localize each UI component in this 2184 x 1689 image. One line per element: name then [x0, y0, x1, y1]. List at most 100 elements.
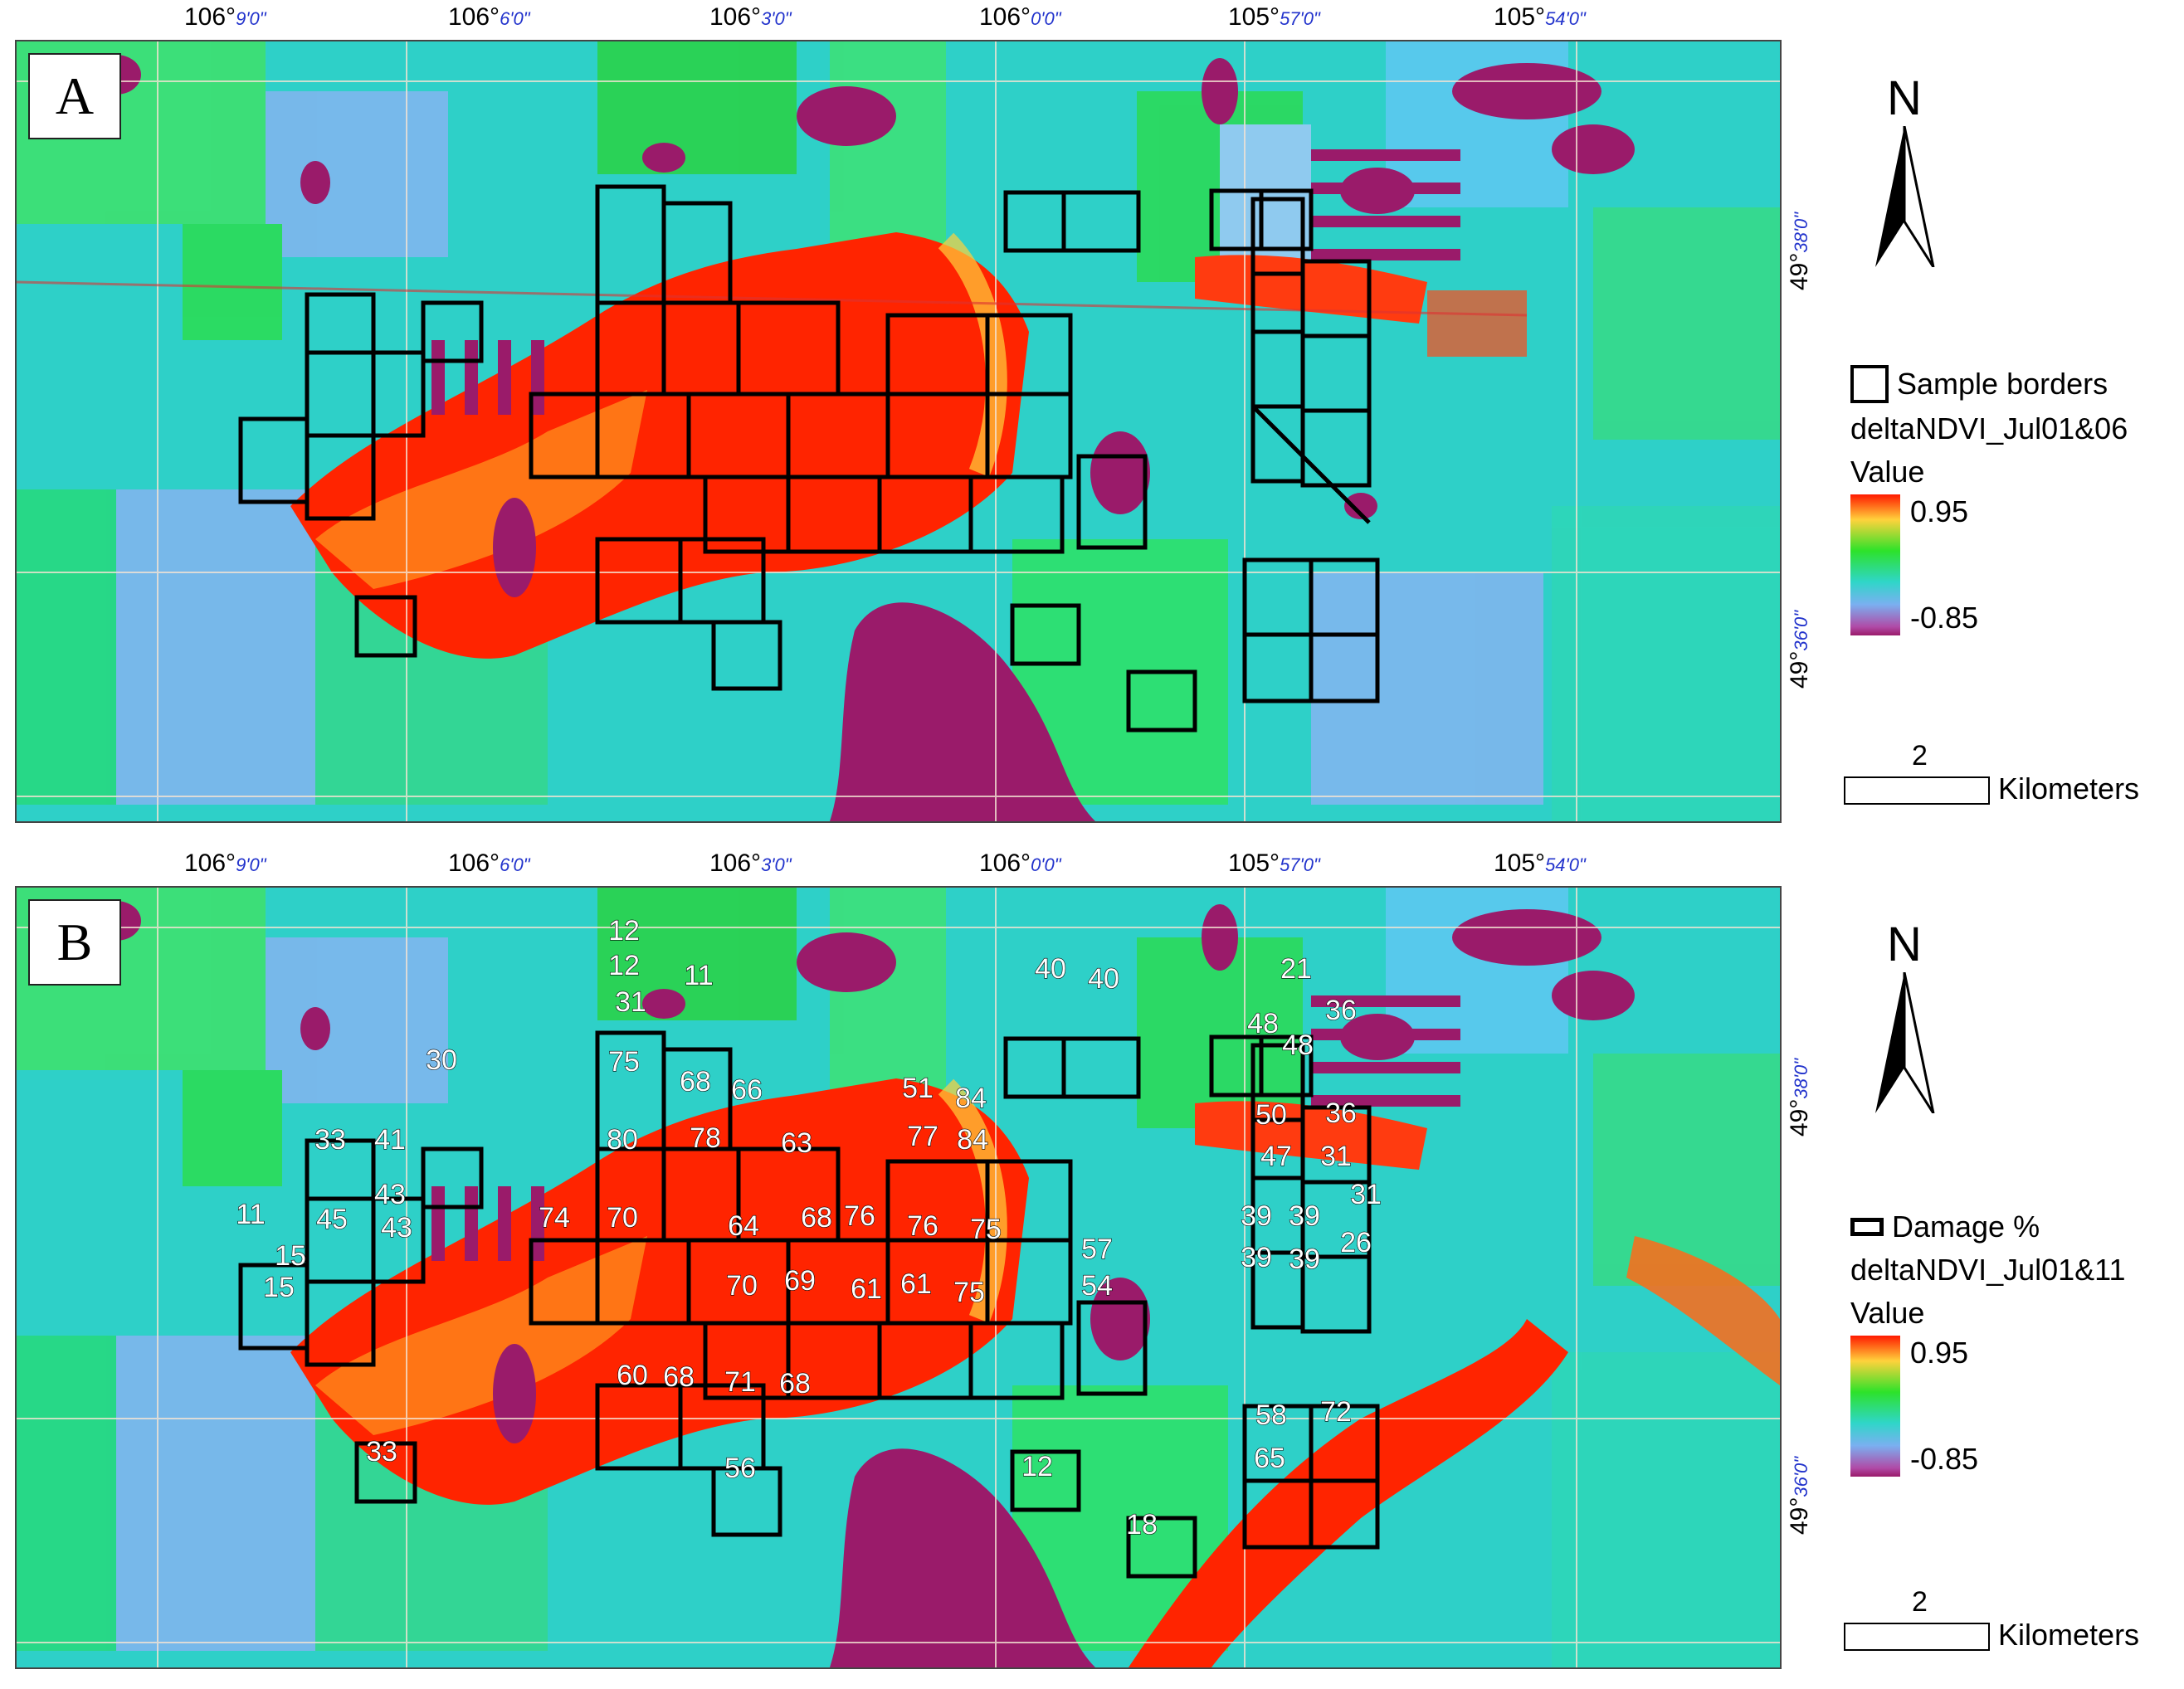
lon-label: 106°6'0"	[448, 3, 530, 31]
damage-percent-label: 54	[1081, 1270, 1113, 1302]
damage-percent-label: 39	[1289, 1200, 1320, 1232]
damage-percent-label: 18	[1126, 1509, 1158, 1541]
damage-percent-label: 74	[539, 1202, 570, 1234]
lat-label: 49°38'0"	[1786, 212, 1813, 290]
damage-percent-label: 31	[615, 986, 646, 1018]
damage-percent-label: 66	[731, 1074, 763, 1106]
lon-label: 106°3'0"	[709, 3, 792, 31]
scale-value: 2	[1912, 740, 1928, 771]
damage-percent-label: 48	[1247, 1008, 1279, 1039]
damage-percent-label: 12	[608, 915, 640, 947]
section-grid	[17, 41, 1780, 821]
north-label: N	[1887, 71, 1922, 125]
panel-letter-a: A	[28, 53, 121, 139]
damage-percent-label: 76	[907, 1210, 938, 1242]
damage-percent-label: 75	[953, 1277, 985, 1308]
lon-label: 106°0'0"	[979, 3, 1061, 31]
damage-percent-label: 43	[374, 1179, 406, 1210]
damage-percent-label: 69	[784, 1265, 816, 1297]
lon-label: 105°54'0"	[1494, 3, 1586, 31]
legend-value-heading: Value	[1850, 1296, 1925, 1330]
damage-percent-label: 11	[684, 960, 713, 991]
scale-unit: Kilometers	[1998, 771, 2140, 806]
scale-bar	[1844, 1623, 1990, 1651]
damage-percent-label: 11	[236, 1199, 265, 1230]
striped-fields	[431, 995, 1460, 1261]
damage-percent-label: 64	[728, 1210, 759, 1242]
damage-percent-label: 33	[314, 1124, 346, 1156]
legend-b: Damage % deltaNDVI_Jul01&11 Value 0.95 -…	[1850, 1210, 2182, 1477]
damage-percent-label: 40	[1035, 953, 1066, 985]
panel-letter-b: B	[28, 899, 121, 986]
damage-percent-label: 39	[1241, 1242, 1272, 1273]
north-arrow-a: N	[1867, 71, 1942, 271]
lon-label: 105°57'0"	[1228, 849, 1320, 877]
damage-percent-label: 12	[608, 950, 640, 981]
lon-label: 105°54'0"	[1494, 849, 1586, 877]
lat-label: 49°36'0"	[1786, 1456, 1813, 1535]
north-arrow-icon	[1875, 125, 1935, 268]
lon-label: 106°6'0"	[448, 849, 530, 877]
map-panel-b[interactable]: 12 12 11 31 40 40 21 48 36 48 75 68 66 51 84 50 36 30 33 41…	[15, 886, 1782, 1669]
damage-percent-label: 61	[851, 1273, 882, 1305]
damage-percent-label: 63	[781, 1127, 812, 1159]
legend-layer-name: deltaNDVI_Jul01&11	[1850, 1253, 2126, 1287]
damage-percent-label: 45	[316, 1204, 348, 1235]
damage-percent-label: 71	[724, 1366, 756, 1398]
north-arrow-icon	[1875, 971, 1935, 1114]
damage-percent-label: 70	[726, 1270, 758, 1302]
legend-damage-label: Damage %	[1892, 1210, 2040, 1244]
ramp-min-label: -0.85	[1910, 601, 1979, 635]
damage-percent-label: 68	[801, 1202, 832, 1234]
damage-percent-label: 80	[607, 1124, 638, 1156]
damage-percent-label: 68	[663, 1361, 695, 1393]
sample-borders	[238, 1030, 1380, 1579]
sample-border-swatch	[1850, 365, 1889, 403]
damage-percent-label: 33	[366, 1436, 397, 1468]
scale-value: 2	[1912, 1586, 1928, 1618]
scale-unit: Kilometers	[1998, 1618, 2140, 1652]
damage-percent-label: 65	[1254, 1443, 1285, 1474]
lon-label: 106°0'0"	[979, 849, 1061, 877]
color-ramp	[1850, 1336, 1900, 1477]
damage-percent-label: 68	[779, 1368, 811, 1399]
damage-percent-label: 76	[844, 1200, 875, 1232]
ramp-max-label: 0.95	[1910, 494, 1969, 528]
lon-label: 106°9'0"	[184, 3, 266, 31]
color-ramp	[1850, 494, 1900, 635]
damage-percent-label: 21	[1280, 953, 1312, 985]
damage-percent-label: 78	[690, 1122, 721, 1154]
damage-percent-label: 48	[1282, 1029, 1314, 1061]
legend-a: Sample borders deltaNDVI_Jul01&06 Value …	[1850, 365, 2182, 635]
damage-percent-label: 51	[902, 1073, 934, 1104]
ramp-max-label: 0.95	[1910, 1336, 1969, 1370]
damage-border-swatch	[1850, 1218, 1884, 1236]
damage-percent-label: 70	[607, 1202, 638, 1234]
damage-percent-label: 43	[381, 1212, 412, 1244]
damage-percent-label: 56	[724, 1453, 756, 1484]
lon-label: 106°3'0"	[709, 849, 792, 877]
damage-percent-label: 47	[1260, 1141, 1292, 1172]
sample-borders	[238, 184, 1380, 733]
damage-percent-label: 60	[617, 1360, 648, 1391]
damage-percent-label: 41	[374, 1124, 406, 1156]
north-label: N	[1887, 918, 1922, 971]
damage-percent-label: 40	[1088, 963, 1119, 995]
damage-percent-label: 58	[1255, 1399, 1287, 1431]
damage-percent-label: 12	[1021, 1451, 1053, 1482]
railway	[17, 280, 1528, 317]
lon-label: 105°57'0"	[1228, 3, 1320, 31]
ndvi-raster-a	[17, 41, 1780, 821]
north-arrow-b: N	[1867, 917, 1942, 1117]
damage-percent-label: 75	[608, 1046, 640, 1078]
map-panel-a[interactable]: A	[15, 40, 1782, 823]
damage-percent-label: 31	[1320, 1141, 1352, 1172]
damage-percent-label: 72	[1320, 1396, 1352, 1428]
damage-percent-label: 75	[970, 1214, 1002, 1245]
damage-percent-label: 50	[1255, 1099, 1287, 1131]
damage-percent-label: 61	[900, 1268, 932, 1300]
damage-percent-label: 39	[1289, 1244, 1320, 1275]
legend-layer-name: deltaNDVI_Jul01&06	[1850, 411, 2128, 445]
